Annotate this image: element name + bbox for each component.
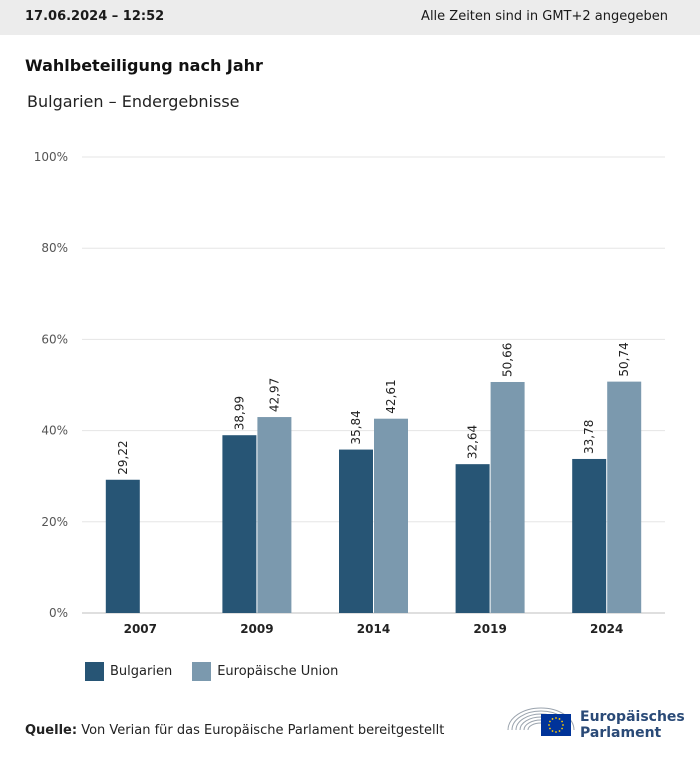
y-tick-label: 0% bbox=[49, 606, 68, 620]
bar-bulgaria bbox=[339, 449, 373, 613]
bar-eu bbox=[257, 417, 292, 613]
chart-legend: Bulgarien Europäische Union bbox=[85, 661, 358, 681]
turnout-bar-chart: 0% 20% 40% 60% 80% 100% 29,22 2007 38,99 42,97 200… bbox=[34, 150, 665, 636]
bar-bulgaria bbox=[105, 479, 140, 613]
source-note: Quelle: Von Verian für das Europäische P… bbox=[25, 723, 444, 738]
bar-bulgaria bbox=[455, 464, 490, 613]
chart-subtitle: Bulgarien – Endergebnisse bbox=[27, 92, 240, 111]
data-label-eu: 42,97 bbox=[267, 378, 281, 412]
data-label-bulgaria: 33,78 bbox=[582, 420, 596, 454]
legend-label-eu: Europäische Union bbox=[217, 663, 339, 679]
eu-flag-star bbox=[551, 730, 554, 732]
data-label-bulgaria: 32,64 bbox=[466, 425, 480, 459]
data-label-eu: 50,66 bbox=[501, 343, 515, 377]
x-tick-label: 2009 bbox=[240, 622, 273, 636]
eu-flag-star bbox=[549, 727, 551, 730]
eu-flag-star bbox=[562, 724, 564, 726]
eu-flag-star bbox=[555, 717, 557, 719]
logo-line-2: Parlament bbox=[580, 725, 662, 741]
x-tick-label: 2019 bbox=[473, 622, 506, 636]
y-tick-label: 20% bbox=[41, 515, 68, 529]
eu-flag-star bbox=[555, 731, 557, 733]
eu-flag-star bbox=[551, 718, 554, 720]
european-parliament-logo: Europäisches Parlament bbox=[505, 700, 685, 742]
bar-eu bbox=[490, 381, 525, 613]
source-label: Quelle: bbox=[25, 723, 78, 738]
legend-item-bulgaria: Bulgarien bbox=[85, 661, 173, 681]
eu-flag-star bbox=[558, 730, 561, 732]
y-tick-label: 60% bbox=[41, 332, 68, 346]
eu-flag-star bbox=[548, 724, 550, 726]
data-label-bulgaria: 38,99 bbox=[232, 396, 246, 430]
logo-line-1: Europäisches bbox=[580, 709, 685, 725]
eu-flag-star bbox=[561, 720, 563, 723]
bar-bulgaria bbox=[222, 435, 257, 613]
legend-label-bulgaria: Bulgarien bbox=[110, 663, 173, 679]
parliament-hemicycle-icon bbox=[507, 707, 575, 736]
data-label-eu: 50,74 bbox=[617, 342, 631, 376]
y-tick-label: 40% bbox=[41, 424, 68, 438]
bar-bulgaria bbox=[572, 458, 607, 613]
legend-item-eu: Europäische Union bbox=[192, 661, 339, 681]
legend-swatch-bulgaria bbox=[85, 661, 104, 681]
top-bar: 17.06.2024 – 12:52 Alle Zeiten sind in G… bbox=[0, 0, 700, 35]
y-tick-label: 80% bbox=[41, 241, 68, 255]
legend-swatch-eu bbox=[192, 661, 212, 681]
datetime-label: 17.06.2024 – 12:52 bbox=[25, 9, 165, 24]
source-text: Von Verian für das Europäische Parlament… bbox=[81, 723, 445, 738]
eu-flag-star bbox=[558, 718, 561, 720]
bar-eu bbox=[374, 418, 408, 613]
x-tick-label: 2014 bbox=[357, 622, 390, 636]
data-label-bulgaria: 35,84 bbox=[349, 410, 363, 444]
logo-text: Europäisches Parlament bbox=[580, 709, 685, 741]
eu-flag-star bbox=[549, 720, 551, 723]
x-tick-label: 2024 bbox=[590, 622, 623, 636]
x-tick-label: 2007 bbox=[124, 622, 157, 636]
bar-eu bbox=[607, 381, 642, 613]
eu-flag-star bbox=[561, 727, 563, 730]
chart-title: Wahlbeteiligung nach Jahr bbox=[25, 56, 263, 75]
y-tick-label: 100% bbox=[34, 150, 68, 164]
data-label-eu: 42,61 bbox=[384, 379, 398, 413]
timezone-note: Alle Zeiten sind in GMT+2 angegeben bbox=[421, 9, 668, 24]
data-label-bulgaria: 29,22 bbox=[116, 440, 130, 474]
